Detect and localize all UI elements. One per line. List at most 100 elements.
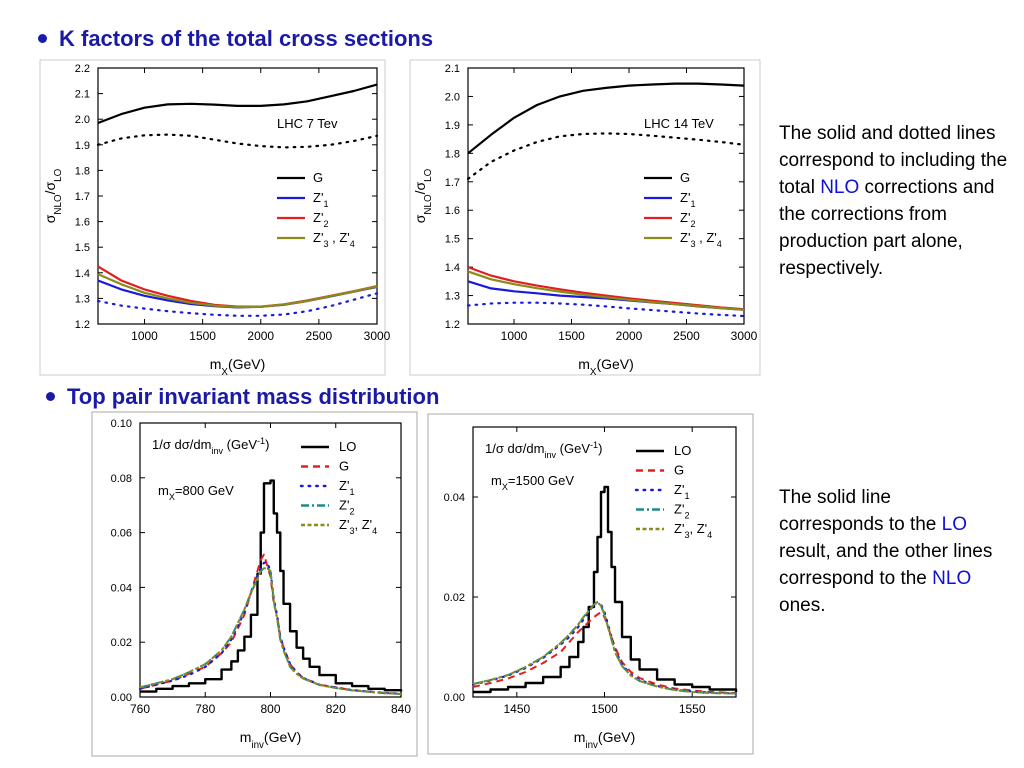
x-tick-label: 800 <box>260 702 280 716</box>
legend-label: LO <box>339 439 356 454</box>
y-tick-label: 2.0 <box>75 114 90 126</box>
legend-label: Z'2 <box>339 498 355 517</box>
note-text: The solid and dotted lines correspond to… <box>779 123 1008 198</box>
toppair-note: The solid line corresponds to the LO res… <box>779 484 994 619</box>
y-tick-label: 2.2 <box>75 63 90 75</box>
x-tick-label: 820 <box>326 702 346 716</box>
series-line-lo-solid-step <box>140 479 403 693</box>
x-tick-label: 760 <box>130 702 150 716</box>
y-tick-label: 1.4 <box>75 268 90 280</box>
series-line-g-solid <box>97 83 378 125</box>
chart-3: 1450 1500 1550 0.00 0.02 0.04 minv(GeV) 1/σ dσ/… <box>427 413 754 755</box>
y-tick-label: 0.06 <box>111 528 132 540</box>
y-tick-label: 1.9 <box>445 120 460 132</box>
x-tick-label: 2500 <box>306 329 333 343</box>
y-tick-label: 1.7 <box>445 177 460 189</box>
mass-annotation: mX=800 GeV <box>158 483 234 502</box>
y-tick-label: 1.7 <box>75 191 90 203</box>
y-tick-label: 0.08 <box>111 473 132 485</box>
x-tick-label: 1000 <box>501 329 528 343</box>
y-tick-label: 1.8 <box>75 165 90 177</box>
legend-label: Z'2 <box>313 210 329 229</box>
y-tick-label: 1.2 <box>445 319 460 331</box>
x-tick-label: 780 <box>195 702 215 716</box>
x-tick-label: 1450 <box>503 702 530 716</box>
x-tick-label: 1500 <box>591 702 618 716</box>
section-heading-kfactor: K factors of the total cross sections <box>38 26 433 52</box>
legend-label: Z'3, Z'4 <box>339 517 377 536</box>
section-heading-toppair: Top pair invariant mass distribution <box>46 384 439 410</box>
chart-1: 1000 1500 2000 2500 3000 1.2 1.3 1.4 1.5 1.6 1.7 1.… <box>409 59 761 378</box>
legend-label: Z'1 <box>674 482 690 501</box>
chart-frame <box>409 59 761 376</box>
x-tick-label: 1000 <box>131 329 158 343</box>
bullet-icon <box>46 391 55 401</box>
mass-annotation: mX=1500 GeV <box>491 473 574 492</box>
x-tick-label: 2000 <box>247 329 274 343</box>
y-tick-label: 0.04 <box>444 492 465 504</box>
y-tick-label: 1.2 <box>75 319 90 331</box>
series-line-z3z4-short-dash <box>139 567 402 695</box>
chart-frame <box>39 59 386 376</box>
series-line-z2-solid <box>467 266 745 311</box>
note-text: The solid line corresponds to the <box>779 487 942 535</box>
y-tick-label: 0.04 <box>111 582 132 594</box>
y-axis-label: σNLO/σLO <box>42 168 64 223</box>
plot-area <box>472 426 737 698</box>
series-line-z2-dashdot <box>472 601 737 695</box>
legend-label: Z'2 <box>680 210 696 229</box>
heading-text-kfactor: K factors of the total cross sections <box>59 26 434 51</box>
energy-annotation: LHC 7 Tev <box>277 116 338 131</box>
series-line-z1-dotted <box>96 292 379 317</box>
x-tick-label: 3000 <box>364 329 391 343</box>
x-tick-label: 840 <box>391 702 411 716</box>
y-tick-label: 0.02 <box>444 592 465 604</box>
highlight-term: NLO <box>932 568 972 589</box>
series-line-z3z4-solid <box>467 270 745 311</box>
y-tick-label: 1.3 <box>75 293 90 305</box>
x-tick-label: 3000 <box>731 329 758 343</box>
y-tick-label: 2.0 <box>445 91 460 103</box>
bullet-icon <box>38 33 47 43</box>
y-tick-label: 0.00 <box>111 692 132 704</box>
y-tick-label: 2.1 <box>75 89 90 101</box>
note-text: result, and the other lines correspond t… <box>779 541 993 589</box>
x-tick-label: 1500 <box>189 329 216 343</box>
series-line-g-dashed <box>472 611 737 694</box>
x-axis-label: minv(GeV) <box>574 729 636 751</box>
x-tick-label: 1550 <box>679 702 706 716</box>
series-line-z1-dotted <box>138 561 403 695</box>
x-tick-label: 2500 <box>673 329 700 343</box>
y-tick-label: 1.5 <box>445 234 460 246</box>
kfactor-note: The solid and dotted lines correspond to… <box>779 120 1009 282</box>
x-tick-label: 2000 <box>616 329 643 343</box>
series-line-g-solid <box>467 82 745 155</box>
legend-label: G <box>339 459 349 474</box>
series-line-g-dotted <box>466 132 746 180</box>
heading-text-toppair: Top pair invariant mass distribution <box>67 384 440 409</box>
y-tick-label: 1.3 <box>445 291 460 303</box>
y-tick-label: 1.5 <box>75 242 90 254</box>
y-tick-label: 1.4 <box>445 262 460 274</box>
series-line-z2-solid <box>97 265 378 308</box>
x-tick-label: 1500 <box>558 329 585 343</box>
series-line-z1-dotted <box>466 301 746 318</box>
series-line-lo-solid-step <box>473 485 738 694</box>
x-axis-label: minv(GeV) <box>240 729 302 751</box>
y-tick-label: 0.02 <box>111 637 132 649</box>
chart-0: 1000 1500 2000 2500 3000 1.2 1.3 1.4 1.5 1.6 1.7 1.… <box>39 59 391 378</box>
series-line-z2-dashdot <box>139 567 402 695</box>
y-tick-label: 1.9 <box>75 140 90 152</box>
y-tick-label: 2.1 <box>445 63 460 75</box>
note-text: corrections and the corrections from pro… <box>779 177 995 279</box>
legend-label: Z'3 , Z'4 <box>680 230 722 249</box>
series-line-z3z4-short-dash <box>472 601 737 695</box>
legend-label: LO <box>674 443 691 458</box>
series-line-z3z4-solid <box>97 273 378 309</box>
y-axis-label: σNLO/σLO <box>412 168 434 223</box>
y-tick-label: 0.00 <box>444 692 465 704</box>
legend-label: Z'2 <box>674 502 690 521</box>
highlight-term: LO <box>941 514 968 535</box>
series-line-g-dotted <box>96 133 379 149</box>
